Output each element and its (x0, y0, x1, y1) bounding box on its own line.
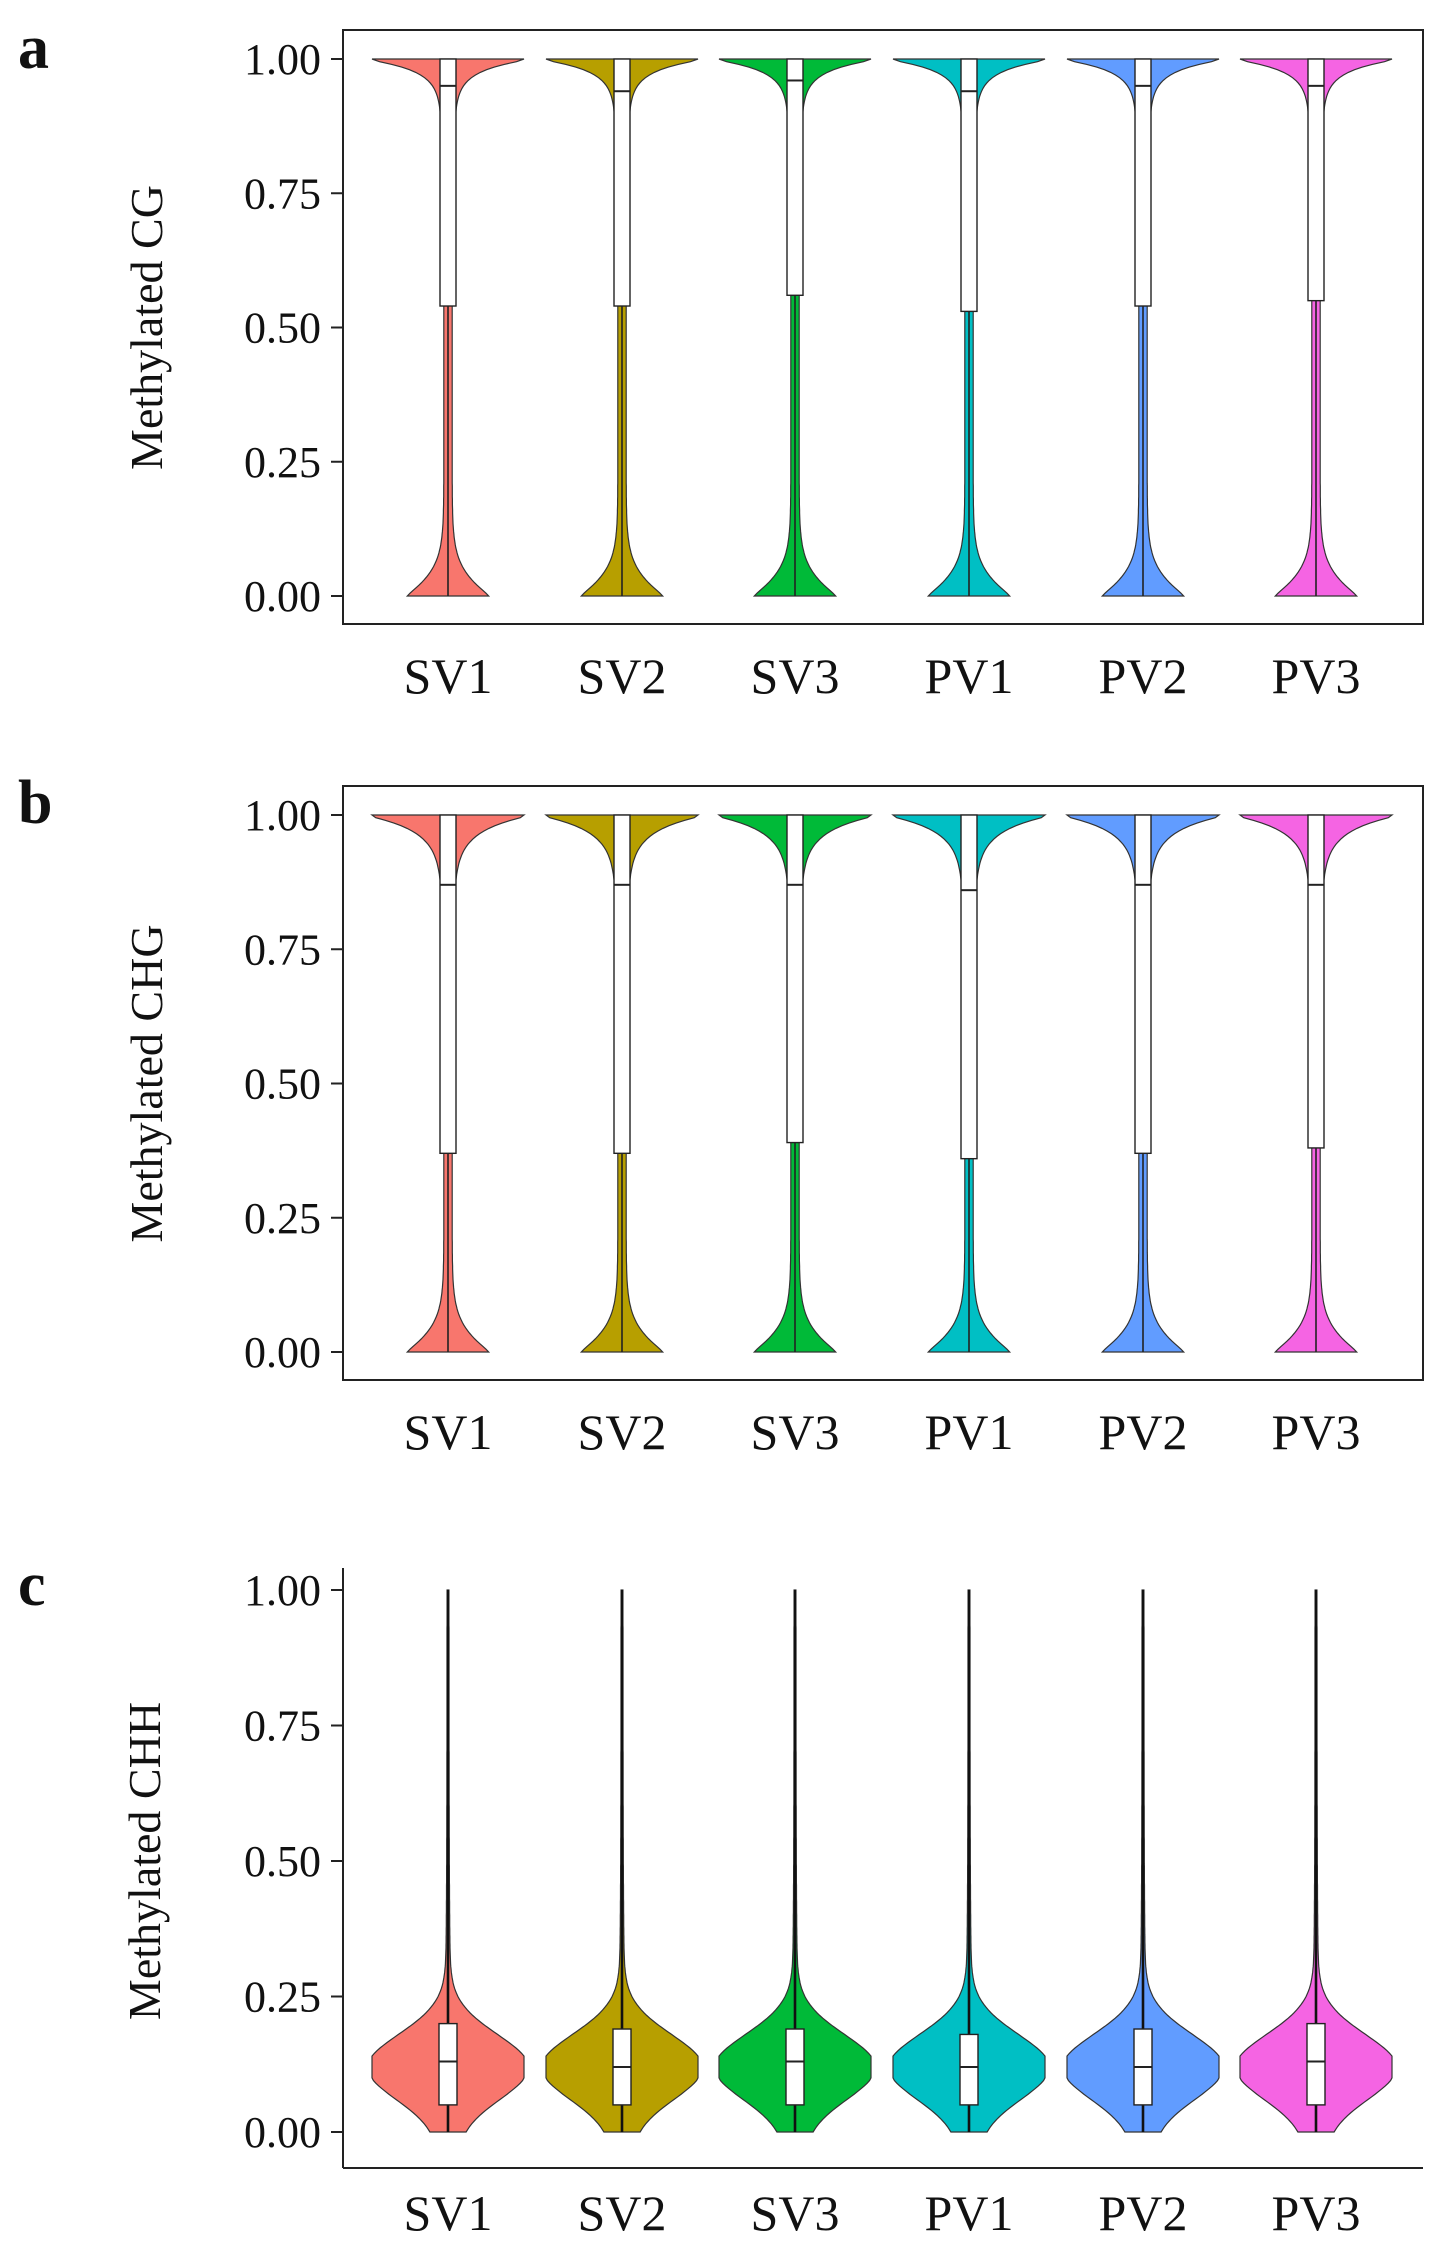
box (1134, 58, 1152, 307)
box (613, 814, 631, 1155)
violin-pv3: PV3 (1238, 814, 1394, 1460)
violin-pv3: PV3 (1239, 58, 1393, 704)
panel-letter: a (18, 14, 49, 82)
violin-sv2: SV2 (544, 814, 700, 1460)
box (1134, 814, 1152, 1155)
y-tick-label: 1.00 (244, 791, 321, 840)
box (959, 2033, 979, 2106)
violin-sv2: SV2 (545, 1589, 699, 2241)
y-tick-label: 0.75 (244, 169, 321, 218)
x-tick-label: PV2 (1099, 1404, 1188, 1460)
y-tick-label: 0.25 (244, 438, 321, 487)
violin-sv1: SV1 (370, 814, 526, 1460)
y-tick-label: 1.00 (244, 35, 321, 84)
y-tick-label: 0.50 (244, 1837, 321, 1886)
y-tick-label: 0.25 (244, 1973, 321, 2022)
y-tick-label: 0.25 (244, 1194, 321, 1243)
box (960, 58, 978, 313)
box (1306, 2022, 1326, 2106)
box (439, 58, 457, 307)
y-tick-label: 0.00 (244, 572, 321, 621)
y-tick-label: 0.50 (244, 1060, 321, 1109)
panel-letter: b (18, 769, 52, 837)
violin-pv1: PV1 (892, 1589, 1046, 2241)
violin-pv2: PV2 (1065, 814, 1221, 1460)
y-tick-label: 1.00 (244, 1566, 321, 1615)
x-tick-label: SV2 (578, 1404, 667, 1460)
y-axis-title: Methylated CHH (119, 1702, 170, 2020)
plot-frame (342, 29, 1424, 625)
y-tick-label: 0.00 (244, 1328, 321, 1377)
y-tick-label: 0.75 (244, 925, 321, 974)
violin-sv2: SV2 (545, 58, 699, 704)
x-tick-label: SV2 (578, 2185, 667, 2241)
violin-pv1: PV1 (891, 814, 1047, 1460)
x-tick-label: SV3 (751, 1404, 840, 1460)
box (438, 2022, 458, 2106)
y-tick-label: 0.00 (244, 2108, 321, 2157)
x-tick-label: SV3 (751, 2185, 840, 2241)
violin-pv3: PV3 (1239, 1589, 1393, 2241)
box (786, 58, 804, 296)
violin-sv1: SV1 (371, 1589, 525, 2241)
violin-sv3: SV3 (718, 1589, 872, 2241)
x-tick-label: SV1 (404, 1404, 493, 1460)
x-tick-label: SV1 (404, 648, 493, 704)
x-tick-label: PV1 (925, 1404, 1014, 1460)
violin-sv1: SV1 (371, 58, 525, 704)
x-tick-label: PV3 (1272, 2185, 1361, 2241)
box (1307, 58, 1325, 302)
x-tick-label: PV3 (1272, 1404, 1361, 1460)
x-tick-label: SV2 (578, 648, 667, 704)
violin-sv3: SV3 (717, 814, 873, 1460)
panel-b: b Methylated CHG 0.00 0.25 0.50 0.75 1.00 SV1 SV… (18, 769, 1424, 1460)
x-tick-label: PV3 (1272, 648, 1361, 704)
box (439, 814, 457, 1155)
x-tick-label: SV1 (404, 2185, 493, 2241)
violin-pv1: PV1 (892, 58, 1046, 704)
panel-c: c Methylated CHH 0.00 0.25 0.50 0.75 1.00 SV1 SV… (18, 1551, 1423, 2241)
y-axis-title: Methylated CHG (121, 924, 172, 1242)
violin-sv3: SV3 (718, 58, 872, 704)
x-tick-label: PV2 (1099, 648, 1188, 704)
box (1307, 814, 1325, 1149)
y-axis-title: Methylated CG (121, 185, 172, 470)
x-tick-label: PV1 (925, 2185, 1014, 2241)
box (960, 814, 978, 1160)
x-tick-label: SV3 (751, 648, 840, 704)
violin-pv2: PV2 (1066, 1589, 1220, 2241)
panel-letter: c (18, 1551, 46, 1619)
panel-a: a Methylated CG 0.00 0.25 0.50 0.75 1.00 SV1 SV2… (18, 14, 1424, 704)
violin-pv2: PV2 (1066, 58, 1220, 704)
x-tick-label: PV2 (1099, 2185, 1188, 2241)
box (786, 814, 804, 1144)
x-tick-label: PV1 (925, 648, 1014, 704)
box (785, 2028, 805, 2106)
y-tick-label: 0.50 (244, 304, 321, 353)
plot-frame (342, 785, 1424, 1381)
box (613, 58, 631, 307)
y-tick-label: 0.75 (244, 1702, 321, 1751)
